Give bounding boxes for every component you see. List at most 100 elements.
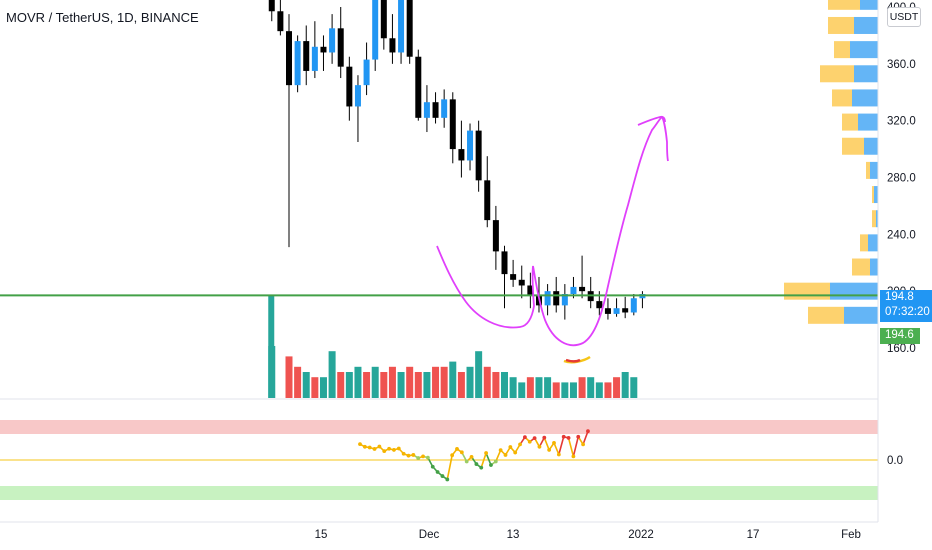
time-tick-label: 15 <box>315 529 328 541</box>
volume-bar <box>354 366 362 398</box>
candle-body <box>527 285 534 296</box>
volume-profile-down <box>830 282 878 300</box>
volume-profile-down <box>864 137 878 155</box>
oscillator-point <box>513 450 518 455</box>
last-price-badge: 194.8 07:32:20 <box>880 290 932 322</box>
volume-profile-row <box>842 113 878 131</box>
oscillator-point <box>450 453 455 458</box>
oversold-band <box>0 486 878 500</box>
candle <box>622 296 629 319</box>
volume-profile-row <box>842 137 878 155</box>
volume-profile-up <box>828 0 860 10</box>
candle <box>630 294 637 316</box>
volume-bar <box>526 377 534 398</box>
volume-bar <box>535 377 543 398</box>
volume-profile-down <box>858 113 878 131</box>
candle <box>561 284 568 320</box>
volume-bar <box>621 372 629 398</box>
oscillator-point <box>484 451 488 455</box>
candle-body <box>320 46 327 53</box>
candle-body <box>596 301 603 309</box>
oscillator-point <box>377 444 382 449</box>
volume-profile-up <box>866 161 870 179</box>
candle <box>432 92 439 124</box>
candle-body <box>475 130 482 181</box>
candle <box>579 255 586 299</box>
volume-bar <box>371 366 379 398</box>
candle-body <box>622 308 629 313</box>
oscillator-point <box>527 439 532 444</box>
price-tick-label: 240.0 <box>887 229 916 241</box>
price-tick-label: 280.0 <box>887 173 916 185</box>
oscillator-point <box>406 453 411 458</box>
candle-body <box>286 31 292 86</box>
oscillator-point <box>440 474 445 478</box>
volume-profile-row <box>828 16 878 34</box>
oscillator-point <box>503 453 508 457</box>
oscillator-point <box>532 436 537 441</box>
oscillator-point <box>430 464 435 469</box>
candle <box>441 89 448 128</box>
oscillator-point <box>552 441 556 445</box>
oscillator-segment <box>553 442 560 455</box>
candle <box>363 42 370 96</box>
oscillator-point <box>474 462 479 466</box>
candle <box>320 35 327 71</box>
volume-bar <box>501 372 508 398</box>
oscillator-point <box>367 445 372 450</box>
volume-profile-down <box>874 186 878 204</box>
time-axis[interactable]: 15 Dec 13 2022 17 Feb <box>315 529 861 541</box>
volume-profile-row <box>860 234 878 252</box>
candle-body <box>311 46 318 71</box>
volume-profile-row <box>832 89 878 107</box>
candle-body <box>380 0 387 39</box>
oscillator-segment <box>567 437 575 457</box>
volume-bar <box>380 372 388 398</box>
candle-body <box>449 99 456 150</box>
secondary-price-text: 194.6 <box>885 329 914 341</box>
oscillator-point <box>435 470 440 474</box>
candle-body <box>372 0 379 60</box>
oscillator-point <box>523 435 527 440</box>
volume-bar <box>285 356 293 398</box>
candle-body <box>337 28 344 67</box>
candle <box>613 298 620 317</box>
volume-bar <box>397 372 405 398</box>
volume-bar <box>414 372 422 398</box>
oscillator-pane[interactable] <box>0 398 878 500</box>
oscillator-segment <box>558 436 565 455</box>
candle <box>294 35 301 93</box>
volume-profile-up <box>808 306 844 324</box>
volume-profile-up <box>784 282 830 300</box>
volume-bar <box>561 382 569 398</box>
volume-profile-down <box>870 161 878 179</box>
oscillator-point <box>498 448 503 453</box>
candle-body <box>415 56 422 118</box>
candle-body <box>441 99 448 118</box>
oscillator-point <box>362 444 367 449</box>
volume-bar <box>440 366 448 398</box>
candles <box>268 0 646 320</box>
volume-profile-up <box>842 137 864 155</box>
currency-button[interactable]: USDT <box>887 7 921 27</box>
freehand-drawing[interactable] <box>436 115 669 347</box>
oscillator-point <box>469 454 474 459</box>
arrow-tip-drawing[interactable] <box>637 115 666 126</box>
volume-profile-row <box>820 65 878 83</box>
candle <box>372 0 379 71</box>
oscillator-point <box>581 442 585 447</box>
price-tick-label: 160.0 <box>887 343 916 355</box>
candle-body <box>389 38 396 53</box>
oscillator-point <box>392 448 396 452</box>
candle <box>510 259 517 287</box>
volume-bar <box>268 295 275 398</box>
candle <box>587 276 594 309</box>
volume-profile-down <box>868 234 878 252</box>
volume-bar <box>423 372 431 398</box>
candle-body <box>553 291 560 306</box>
symbol-title[interactable]: MOVR / TetherUS, 1D, BINANCE <box>6 10 199 25</box>
oscillator-point <box>561 434 566 439</box>
volume-profile-row <box>784 282 878 300</box>
